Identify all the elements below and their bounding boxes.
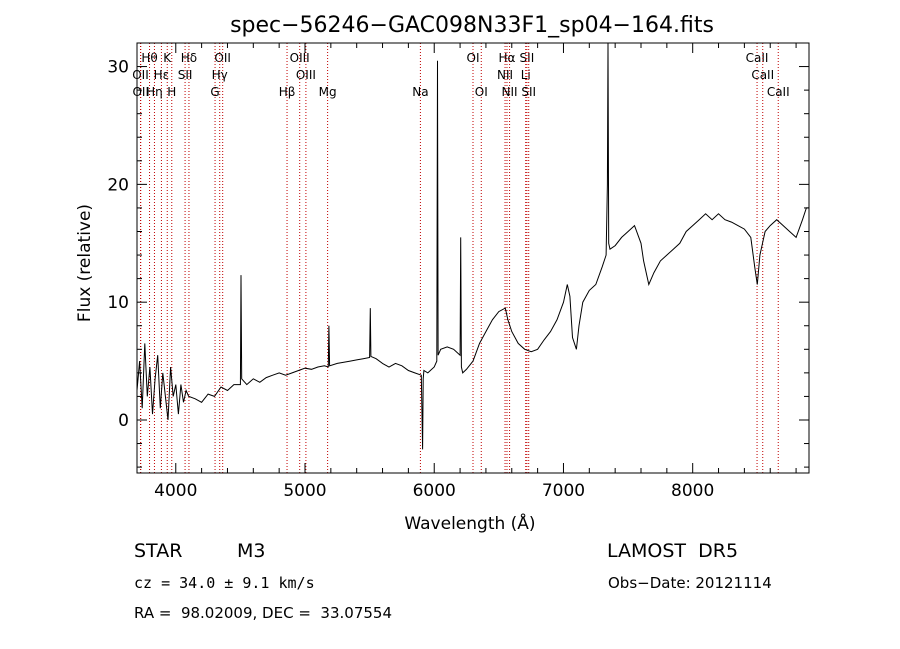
object-subclass: M3: [237, 540, 266, 562]
marker-label-3: OII: [214, 51, 231, 65]
marker-label-18: H: [167, 85, 176, 99]
y-axis-ticks: 0 10 20 30: [107, 42, 809, 468]
marker-label-4: OIII: [290, 51, 310, 65]
marker-label-13: OIII: [296, 68, 316, 82]
x-axis-ticks: 4000 5000 6000 7000 8000: [154, 43, 797, 501]
y-tick-label-10: 10: [107, 293, 129, 313]
observation-date: Obs−Date: 20121114: [608, 574, 772, 592]
chart-title: spec−56246−GAC098N33F1_sp04−164.fits: [230, 13, 714, 38]
marker-label-5: Na: [412, 85, 428, 99]
marker-label-10: Hε: [154, 68, 170, 82]
x-tick-label-6000: 6000: [413, 481, 456, 501]
marker-label-26: CaII: [751, 68, 774, 82]
coordinates: RA = 98.02009, DEC = 33.07554: [134, 604, 393, 622]
marker-label-24: SII: [521, 85, 536, 99]
y-axis-label: Flux (relative): [75, 204, 95, 322]
y-tick-label-0: 0: [118, 411, 129, 431]
marker-label-19: G: [210, 85, 219, 99]
x-tick-label-5000: 5000: [283, 481, 326, 501]
marker-label-11: SII: [178, 68, 193, 82]
y-tick-label-30: 30: [107, 58, 129, 78]
marker-label-21: Mg: [319, 85, 337, 99]
redshift-velocity: cz = 34.0 ± 9.1 km/s: [134, 574, 315, 592]
marker-label-1: K: [163, 51, 172, 65]
marker-label-25: CaII: [746, 51, 769, 65]
survey-release: LAMOST DR5: [607, 540, 739, 562]
marker-label-7: Hα: [499, 51, 516, 65]
marker-label-15: Li: [521, 68, 531, 82]
x-tick-label-7000: 7000: [542, 481, 585, 501]
x-tick-label-4000: 4000: [154, 481, 197, 501]
marker-label-17: Hη: [146, 85, 163, 99]
x-axis-label: Wavelength (Å): [404, 512, 535, 534]
y-tick-label-20: 20: [107, 175, 129, 195]
marker-label-20: Hβ: [279, 85, 296, 99]
marker-label-27: CaII: [767, 85, 790, 99]
marker-label-9: OII: [132, 68, 149, 82]
plot-frame: [136, 42, 810, 474]
marker-label-23: NII: [502, 85, 518, 99]
x-tick-label-8000: 8000: [671, 481, 714, 501]
marker-label-14: NII: [497, 68, 513, 82]
marker-label-2: Hδ: [181, 51, 197, 65]
marker-label-12: Hγ: [212, 68, 228, 82]
marker-label-0: Hθ: [141, 51, 157, 65]
marker-label-22: OI: [475, 85, 488, 99]
marker-label-8: SII: [520, 51, 535, 65]
spectrum-line: [136, 42, 809, 450]
object-class: STAR: [134, 540, 183, 562]
marker-label-6: OI: [467, 51, 480, 65]
